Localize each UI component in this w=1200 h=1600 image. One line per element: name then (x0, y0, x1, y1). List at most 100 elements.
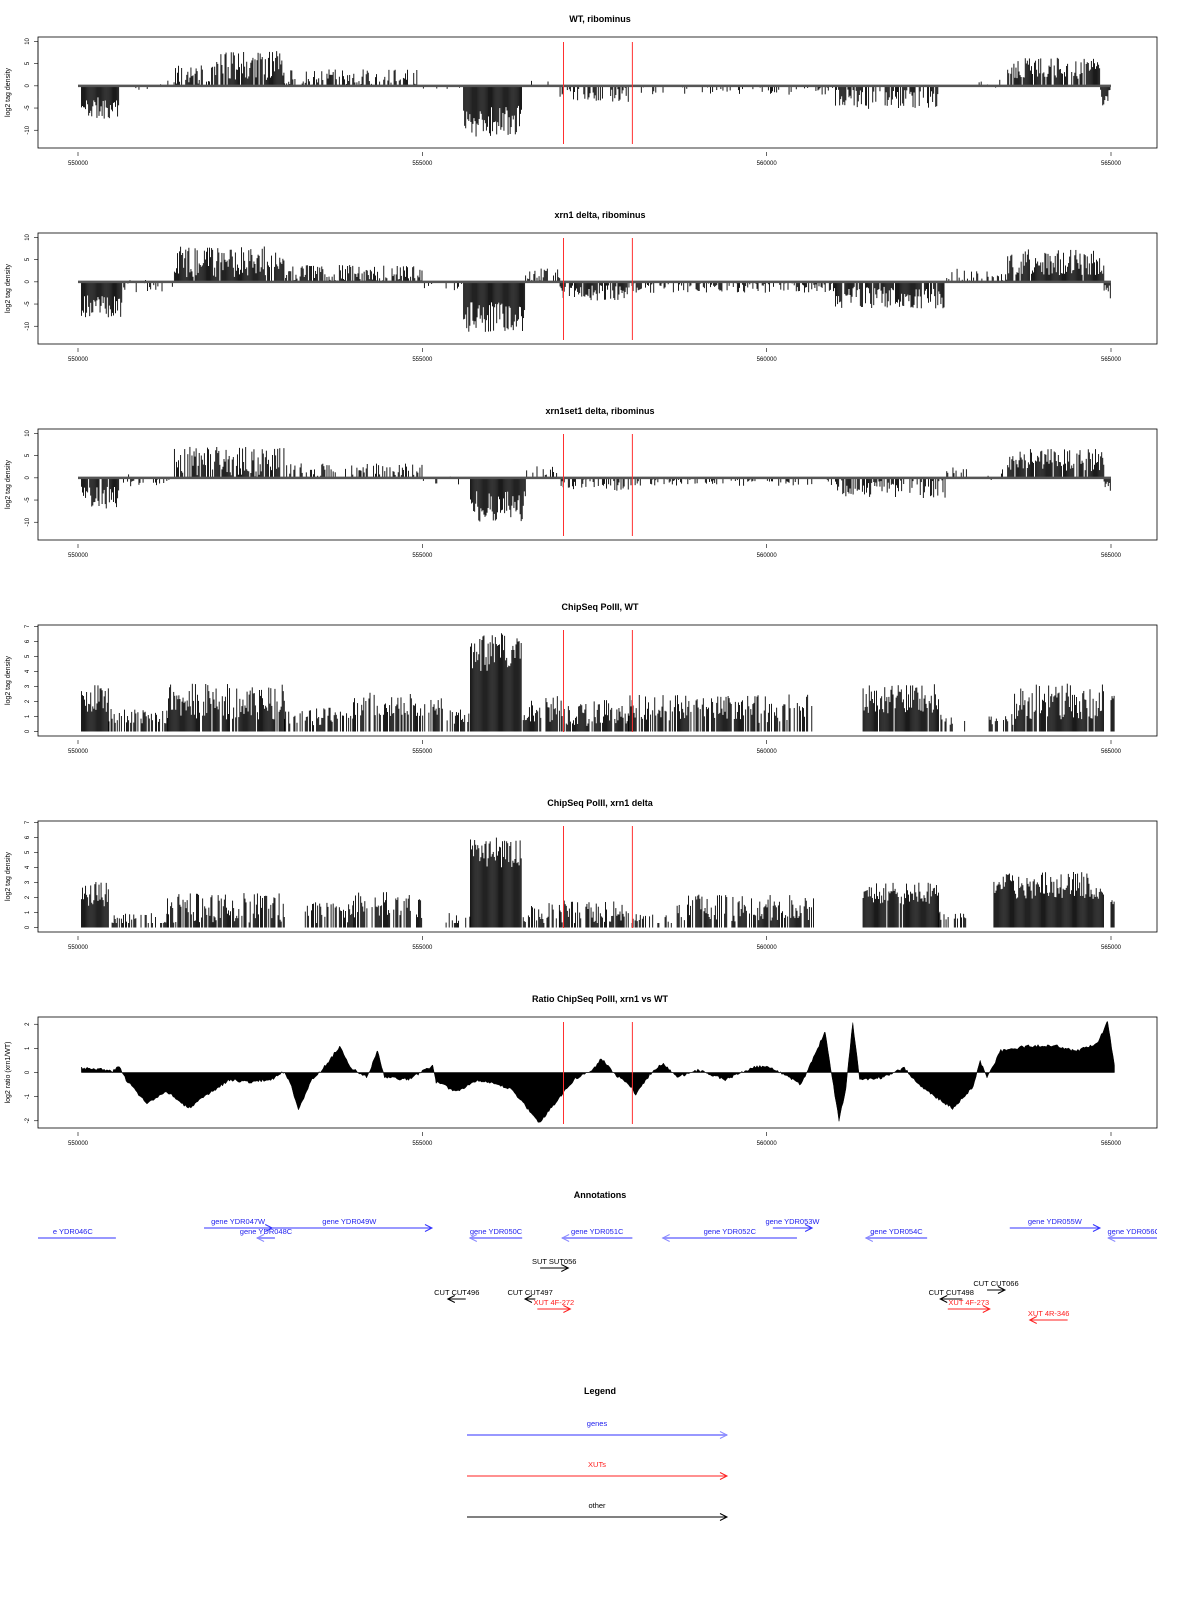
x-tick-label: 555000 (412, 357, 433, 363)
feature-label: gene YDR050C (470, 1227, 523, 1236)
y-tick-label: 7 (25, 624, 31, 628)
arrow-head-icon (561, 1234, 570, 1242)
y-axis-label: log2 tag density (5, 263, 12, 313)
feature-label: e YDR046C (53, 1227, 93, 1236)
legend-panel: Legend genes XUTs other (467, 1386, 729, 1521)
y-tick-label: 0 (25, 729, 31, 733)
y-tick-label: 2 (25, 895, 31, 899)
ratio-area (81, 1021, 1115, 1123)
arrow-head-icon (561, 1264, 570, 1272)
x-tick-label: 555000 (412, 749, 433, 755)
feature-gene: gene YDR050C (468, 1227, 523, 1242)
track-panel: ChipSeq PolII, WT log2 tag density 7 6 5 4 3 2 1… (5, 602, 1158, 755)
y-axis-label: log2 ratio (xrn1/WT) (5, 1042, 12, 1104)
y-tick-label: 5 (25, 61, 31, 65)
feature-other: CUT CUT498 (929, 1288, 974, 1303)
feature-gene: gene YDR049W (266, 1217, 434, 1232)
y-tick-label: 0 (25, 1070, 31, 1074)
arrow-head-icon (1092, 1224, 1102, 1232)
arrow-head-icon (523, 1295, 533, 1303)
x-tick-label: 565000 (1101, 553, 1122, 559)
arrow-head-icon (424, 1224, 434, 1232)
arrow-head-icon (719, 1472, 729, 1480)
y-axis-label: log2 tag density (5, 459, 12, 509)
feature-label: XUT 4F-272 (534, 1298, 575, 1307)
feature-label: CUT CUT496 (434, 1288, 479, 1297)
y-tick-label: 0 (25, 84, 31, 88)
track-title: WT, ribominus (569, 14, 631, 24)
feature-other: CUT CUT497 (507, 1288, 553, 1303)
feature-label: gene YDR053W (765, 1217, 820, 1226)
x-tick-label: 550000 (68, 161, 89, 167)
arrow-head-icon (446, 1295, 456, 1303)
track-panel: xrn1 delta, ribominus log2 tag density 10 5… (5, 210, 1158, 363)
arrow-head-icon (1028, 1316, 1037, 1324)
y-tick-label: -1 (25, 1093, 31, 1099)
arrow-head-icon (255, 1234, 265, 1242)
legend-label: genes (587, 1419, 608, 1428)
track-title: xrn1 delta, ribominus (554, 210, 645, 220)
feature-label: XUT 4R-346 (1028, 1309, 1070, 1318)
x-tick-label: 560000 (757, 357, 778, 363)
y-tick-label: 3 (25, 684, 31, 688)
x-tick-label: 555000 (412, 161, 433, 167)
y-tick-label: 5 (25, 257, 31, 261)
x-tick-label: 565000 (1101, 945, 1122, 951)
y-tick-label: 3 (25, 880, 31, 884)
x-tick-label: 550000 (68, 553, 89, 559)
feature-label: CUT CUT498 (929, 1288, 974, 1297)
arrow-head-icon (719, 1431, 729, 1439)
track-title: xrn1set1 delta, ribominus (545, 406, 654, 416)
y-tick-label: 0 (25, 280, 31, 284)
y-tick-label: -5 (25, 105, 31, 111)
feature-label: CUT CUT497 (507, 1288, 552, 1297)
legend-label: other (588, 1501, 606, 1510)
x-tick-label: 565000 (1101, 749, 1122, 755)
y-tick-label: 0 (25, 925, 31, 929)
track-title: Ratio ChipSeq PolII, xrn1 vs WT (532, 994, 669, 1004)
x-tick-label: 565000 (1101, 161, 1122, 167)
feature-other: CUT CUT066 (973, 1279, 1019, 1294)
y-tick-label: -5 (25, 301, 31, 307)
feature-label: XUT 4F-273 (948, 1298, 989, 1307)
feature-xut: XUT 4F-272 (534, 1298, 575, 1313)
x-tick-label: 560000 (757, 1141, 778, 1147)
y-tick-label: 5 (25, 850, 31, 854)
y-axis-label: log2 tag density (5, 851, 12, 901)
y-tick-label: 6 (25, 835, 31, 839)
x-tick-label: 565000 (1101, 357, 1122, 363)
feature-other: SUT SUT056 (532, 1257, 576, 1272)
feature-label: SUT SUT056 (532, 1257, 576, 1266)
y-tick-label: -2 (25, 1117, 31, 1123)
arrow-head-icon (563, 1305, 572, 1313)
feature-gene: gene YDR048C (240, 1227, 293, 1242)
x-tick-label: 550000 (68, 749, 89, 755)
track-title: ChipSeq PolII, xrn1 delta (547, 798, 654, 808)
y-tick-label: -10 (25, 321, 31, 330)
y-tick-label: 1 (25, 714, 31, 718)
arrow-head-icon (661, 1234, 670, 1242)
track-panel: ChipSeq PolII, xrn1 delta log2 tag densit… (5, 798, 1158, 951)
arrow-head-icon (30, 1235, 37, 1242)
x-tick-label: 565000 (1101, 1141, 1122, 1147)
y-tick-label: 2 (25, 1022, 31, 1026)
feature-label: CUT CUT066 (973, 1279, 1018, 1288)
legend-item-gene: genes (467, 1419, 729, 1439)
y-tick-label: 10 (25, 429, 31, 436)
feature-gene: gene YDR052C (661, 1227, 797, 1242)
feature-label: gene YDR049W (322, 1217, 377, 1226)
y-axis-label: log2 tag density (5, 655, 12, 705)
feature-gene: gene YDR051C (561, 1227, 633, 1242)
x-tick-label: 550000 (68, 1141, 89, 1147)
y-tick-label: -10 (25, 517, 31, 526)
feature-label: gene YDR047W (211, 1217, 266, 1226)
feature-label: gene YDR052C (704, 1227, 757, 1236)
legend-item-xut: XUTs (467, 1460, 729, 1480)
legend-label: XUTs (588, 1460, 606, 1469)
arrow-head-icon (468, 1234, 478, 1242)
annotations-title: Annotations (574, 1190, 627, 1200)
feature-xut: XUT 4F-273 (947, 1298, 991, 1313)
